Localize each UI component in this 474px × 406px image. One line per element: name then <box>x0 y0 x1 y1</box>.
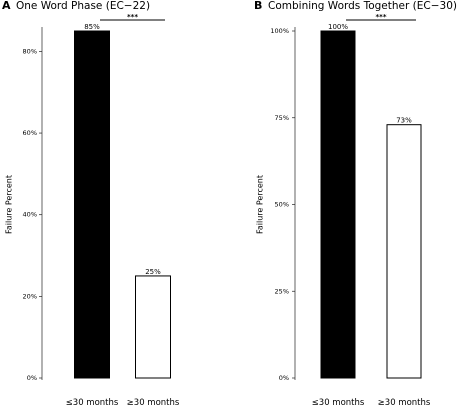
chart-panel-a: A One Word Phase (EC−22) Failure Percent 0%… <box>2 0 180 406</box>
y-tick-label: 60% <box>23 129 37 137</box>
y-tick-label: 0% <box>279 374 289 382</box>
chart-title: Combining Words Together (EC−30) <box>268 0 457 12</box>
bar-value-label: 100% <box>328 23 348 31</box>
x-category-label: ≤30 months <box>312 398 365 406</box>
bar-value-label: 73% <box>396 117 412 125</box>
y-tick-label: 20% <box>23 292 37 300</box>
y-tick-label: 0% <box>27 374 37 382</box>
bar <box>320 30 356 379</box>
y-tick-label: 80% <box>23 47 37 55</box>
y-tick-label: 50% <box>275 201 289 209</box>
y-axis-title: Failure Percent <box>256 175 265 234</box>
y-tick-label: 25% <box>275 287 289 295</box>
y-tick-label: 100% <box>270 27 289 35</box>
y-tick-label: 75% <box>275 114 289 122</box>
panel-letter: B <box>254 0 262 12</box>
bar <box>74 30 110 379</box>
panel-letter: A <box>2 0 11 12</box>
y-axis-title: Failure Percent <box>5 175 14 234</box>
chart-title: One Word Phase (EC−22) <box>16 0 150 12</box>
y-tick-label: 40% <box>23 211 37 219</box>
bar <box>135 275 171 379</box>
bar <box>386 124 422 379</box>
x-category-label: ≤30 months <box>66 398 119 406</box>
significance-label: *** <box>127 13 138 21</box>
chart-panel-b: B Combining Words Together (EC−30) Failure… <box>254 0 457 406</box>
bar-value-label: 25% <box>145 268 161 276</box>
x-category-label: ≥30 months <box>378 398 431 406</box>
bar-value-label: 85% <box>84 23 100 31</box>
significance-label: *** <box>376 13 387 21</box>
x-category-label: ≥30 months <box>127 398 180 406</box>
